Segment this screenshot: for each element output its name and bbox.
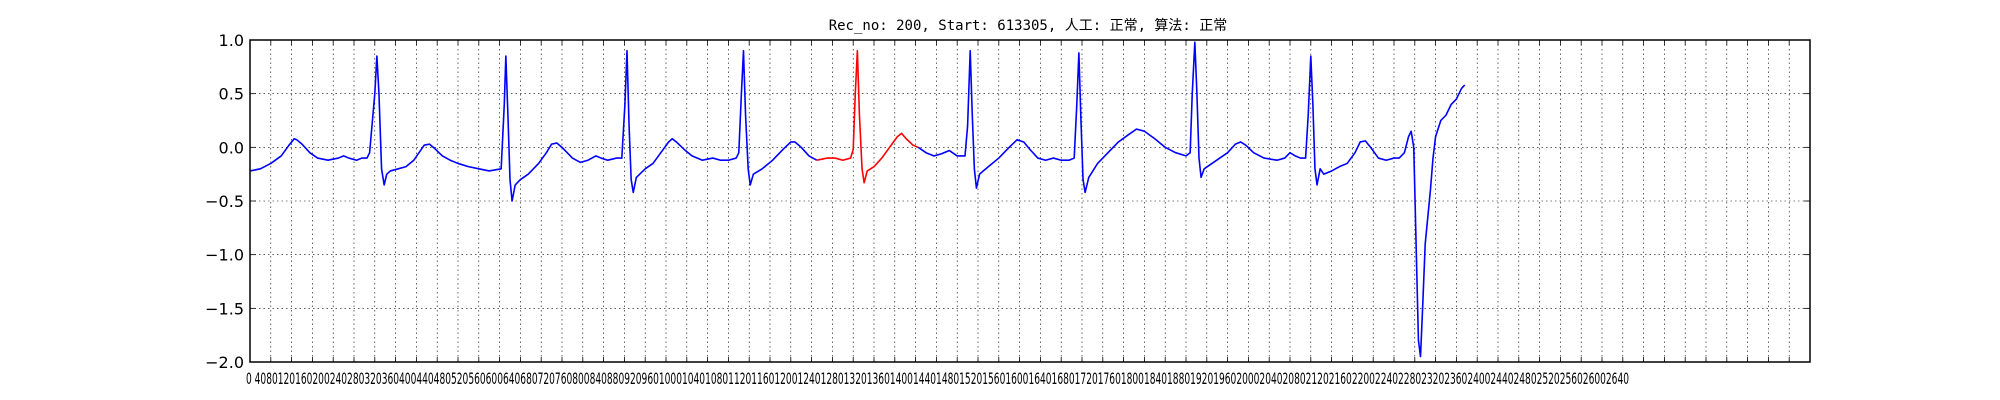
y-tick-label: 0.0	[219, 138, 244, 157]
y-tick-label: −2.0	[205, 353, 244, 372]
ecg-series-2	[816, 49, 919, 184]
y-tick-label: −0.5	[205, 192, 244, 211]
y-tick-label: 1.0	[219, 31, 244, 50]
y-tick-label: −1.5	[205, 299, 244, 318]
ecg-series-3	[917, 41, 1466, 358]
chart-title: Rec_no: 200, Start: 613305, 人工: 正常, 算法: …	[829, 18, 1228, 34]
y-tick-label: −1.0	[205, 246, 244, 265]
y-axis: 1.0 0.5 0.0 −0.5 −1.0 −1.5 −2.0	[205, 31, 1810, 372]
series-group	[249, 41, 1466, 358]
y-tick-label: 0.5	[219, 85, 244, 104]
ecg-series-1	[249, 49, 818, 202]
x-axis-tick-labels: 0 40801201602002402803203604004404805205…	[246, 369, 1629, 388]
